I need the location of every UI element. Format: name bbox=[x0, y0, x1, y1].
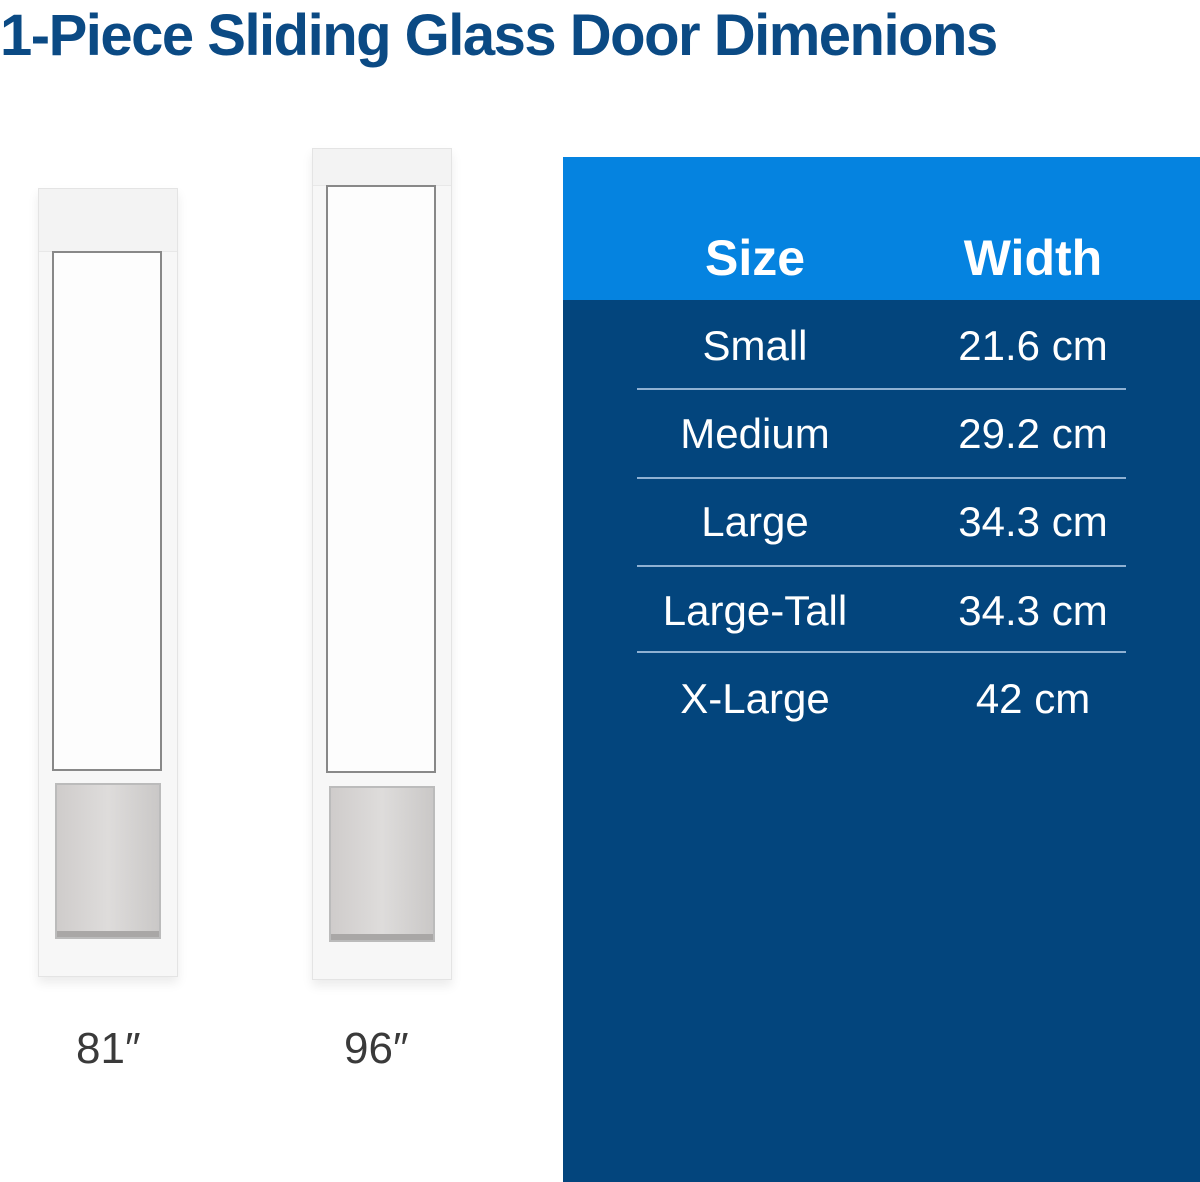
width-cell: 34.3 cm bbox=[958, 587, 1108, 634]
size-cell: Small bbox=[702, 322, 808, 369]
row-divider bbox=[637, 651, 1126, 653]
size-cell: Medium bbox=[680, 410, 830, 457]
width-cell: 29.2 cm bbox=[958, 410, 1108, 457]
row-divider bbox=[637, 565, 1126, 567]
door-height-label: 81″ bbox=[76, 1024, 141, 1073]
row-divider bbox=[637, 388, 1126, 390]
table-header: Size Width bbox=[563, 157, 1200, 300]
size-cell: Large bbox=[701, 498, 809, 545]
door-image-96 bbox=[312, 148, 452, 980]
width-cell: 34.3 cm bbox=[958, 498, 1108, 545]
pet-flap bbox=[329, 786, 435, 942]
door-image-81 bbox=[38, 188, 178, 977]
pet-flap bbox=[55, 783, 161, 939]
width-cell: 42 cm bbox=[975, 675, 1091, 722]
row-divider bbox=[637, 477, 1126, 479]
header-width: Width bbox=[963, 230, 1103, 286]
width-cell: 21.6 cm bbox=[958, 322, 1108, 369]
size-cell: X-Large bbox=[680, 675, 830, 722]
header-size: Size bbox=[704, 230, 806, 286]
size-cell: Large-Tall bbox=[662, 587, 848, 634]
page-title: 1-Piece Sliding Glass Door Dimenions bbox=[0, 3, 998, 68]
door-height-label: 96″ bbox=[344, 1024, 409, 1073]
size-table: Size Width Small 21.6 cm Medium 29.2 cm … bbox=[563, 157, 1200, 1182]
